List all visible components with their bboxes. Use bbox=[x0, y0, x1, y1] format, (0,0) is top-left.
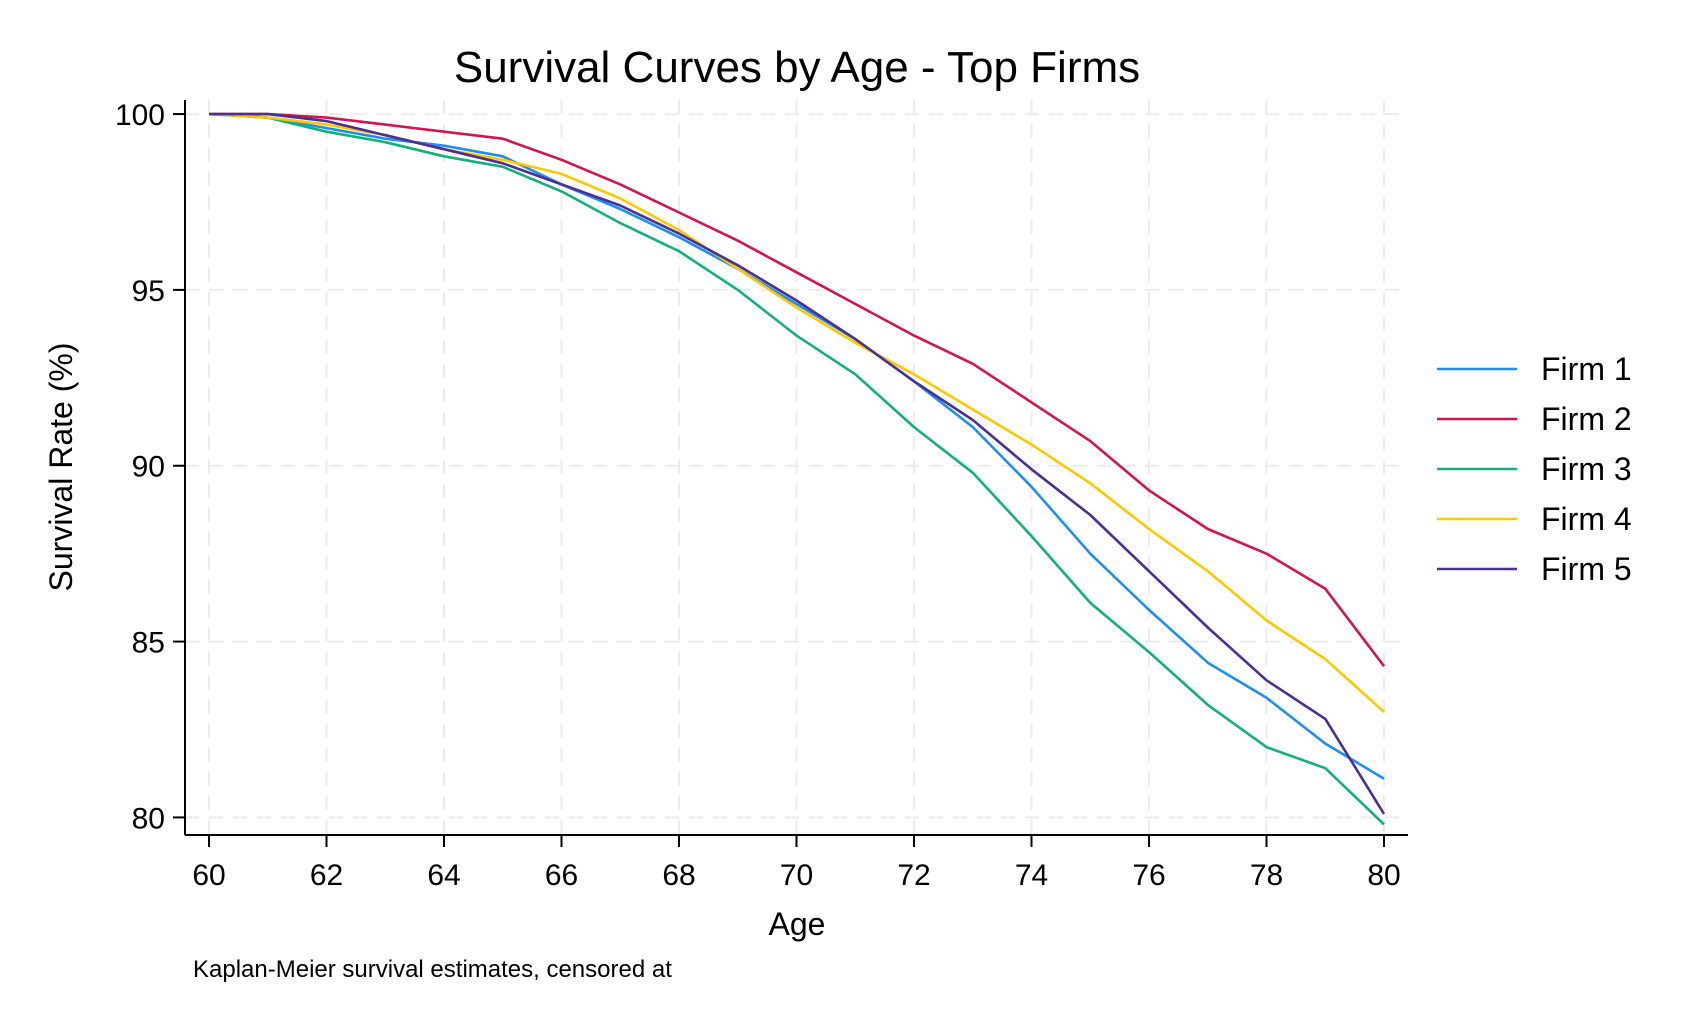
x-tick-label: 80 bbox=[1367, 859, 1400, 892]
x-tick-label: 64 bbox=[427, 859, 460, 892]
x-tick-label: 66 bbox=[545, 859, 578, 892]
legend-label-firm-5: Firm 5 bbox=[1541, 551, 1632, 587]
legend-label-firm-1: Firm 1 bbox=[1541, 351, 1632, 387]
x-tick-label: 74 bbox=[1015, 859, 1048, 892]
ticks: 60 62 64 66 68 70 72 74 76 78 80 80 85 90 95 100 bbox=[115, 99, 1401, 892]
chart-title: Survival Curves by Age - Top Firms bbox=[454, 43, 1140, 92]
x-tick-label: 62 bbox=[310, 859, 343, 892]
x-tick-label: 76 bbox=[1132, 859, 1165, 892]
y-axis-title: Survival Rate (%) bbox=[43, 343, 79, 592]
plot-lines bbox=[208, 112, 1386, 826]
y-tick-label: 90 bbox=[132, 451, 165, 484]
x-tick-label: 78 bbox=[1250, 859, 1283, 892]
x-tick-label: 72 bbox=[897, 859, 930, 892]
series-line-firm-2 bbox=[209, 112, 1386, 667]
legend: Firm 1 Firm 2 Firm 3 Firm 4 Firm 5 bbox=[1437, 351, 1632, 587]
grid bbox=[185, 100, 1408, 835]
y-tick-label: 100 bbox=[115, 99, 165, 132]
y-tick-label: 85 bbox=[132, 627, 165, 660]
x-tick-label: 70 bbox=[780, 859, 813, 892]
legend-label-firm-4: Firm 4 bbox=[1541, 501, 1632, 537]
x-tick-label: 60 bbox=[192, 859, 225, 892]
y-tick-label: 80 bbox=[132, 802, 165, 835]
x-tick-label: 68 bbox=[662, 859, 695, 892]
legend-label-firm-3: Firm 3 bbox=[1541, 451, 1632, 487]
chart-note: Kaplan-Meier survival estimates, censore… bbox=[193, 956, 672, 983]
y-tick-label: 95 bbox=[132, 275, 165, 308]
x-axis-title: Age bbox=[769, 906, 826, 942]
series-line-firm-5 bbox=[209, 112, 1386, 815]
legend-label-firm-2: Firm 2 bbox=[1541, 401, 1632, 437]
series-line-firm-3 bbox=[208, 112, 1385, 826]
